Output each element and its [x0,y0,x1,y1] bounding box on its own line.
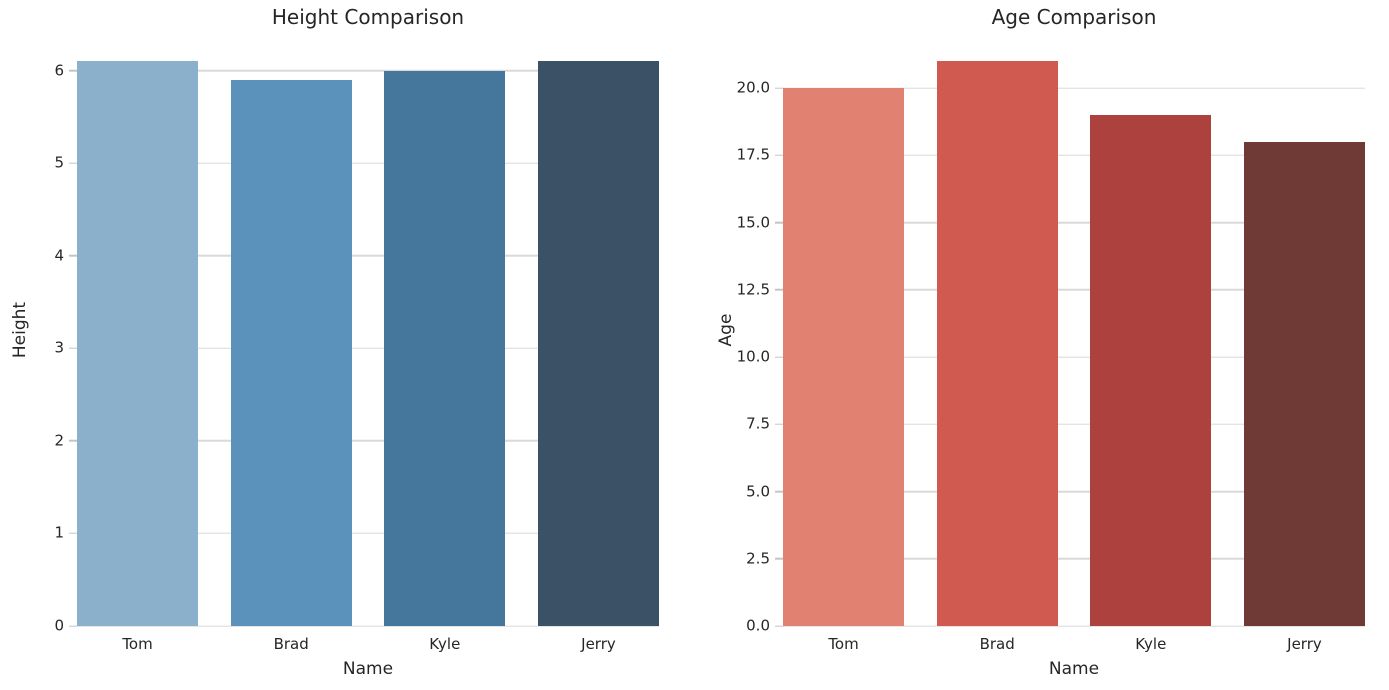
gridline [783,625,1365,627]
gridline [783,423,1365,426]
x-tick-label-jerry: Jerry [581,635,616,653]
x-tick-labels: Tom Brad Kyle Jerry [77,635,659,653]
gridline [77,347,659,349]
gridline [783,221,1365,224]
y-tick-mark [775,625,783,627]
y-tick-label: 4 [54,246,64,265]
x-tick-label-kyle: Kyle [1135,635,1167,653]
y-tick-mark [775,221,783,224]
y-tick-mark [69,347,77,349]
y-tick-mark [775,423,783,426]
gridline [783,490,1365,493]
x-tick-label-kyle: Kyle [429,635,461,653]
bar-tom [77,61,199,626]
y-tick-mark [775,154,783,157]
gridline [783,558,1365,560]
x-tick-label-brad: Brad [273,635,309,653]
y-tick-label: 2.5 [746,549,770,568]
y-tick-mark [69,162,77,164]
age-chart-plot-area: Age Comparison Age Name 0.0 2.5 5.0 7.5 10.0… [716,5,1365,679]
bar-kyle [1090,115,1212,626]
height-chart-plot-area: Height Comparison Height Name 0 1 2 3 4 5 6 Tom… [10,5,659,679]
y-tick-label: 12.5 [736,280,770,299]
gridline [783,87,1365,89]
chart-title: Age Comparison [991,5,1157,29]
x-tick-label-tom: Tom [828,635,859,653]
y-tick-label: 5 [54,153,64,172]
y-tick-label: 1 [54,523,64,542]
bars-group [77,33,659,626]
y-tick-mark [775,87,783,89]
gridline [783,356,1365,358]
y-tick-mark [775,356,783,358]
gridline [77,440,659,442]
x-axis-label: Name [342,659,394,679]
x-tick-label-jerry: Jerry [1287,635,1322,653]
chart-title: Height Comparison [271,5,465,29]
gridline [77,254,659,257]
y-tick-mark [775,289,783,291]
y-tick-label: 5.0 [746,482,770,501]
x-tick-label-brad: Brad [979,635,1015,653]
y-tick-label: 17.5 [736,145,770,164]
y-tick-mark [775,558,783,560]
y-tick-label: 10.0 [736,347,770,366]
x-tick-labels: Tom Brad Kyle Jerry [783,635,1365,653]
y-tick-label: 0 [54,616,64,635]
y-tick-mark [69,440,77,442]
gridline [77,625,659,627]
y-tick-mark [775,490,783,493]
gridline [77,532,659,535]
gridline [77,69,659,72]
y-tick-label: 7.5 [746,414,770,433]
y-tick-mark [69,254,77,257]
bar-brad [936,61,1058,626]
y-tick-label: 20.0 [736,78,770,97]
y-tick-label: 3 [54,338,64,357]
bar-kyle [384,70,506,626]
y-axis-label: Height [10,301,30,358]
bar-jerry [537,61,659,626]
y-tick-label: 15.0 [736,213,770,232]
gridline [783,154,1365,157]
y-tick-label: 2 [54,431,64,450]
bars-group [783,33,1365,626]
gridline [77,162,659,164]
bar-brad [230,79,352,626]
y-tick-mark [69,69,77,72]
bar-jerry [1243,141,1365,626]
y-tick-label: 6 [54,61,64,79]
y-tick-mark [69,625,77,627]
y-tick-label: 0.0 [746,616,770,635]
y-axis-label: Age [716,313,736,346]
bar-tom [783,88,905,626]
gridline [783,289,1365,291]
x-tick-label-tom: Tom [122,635,153,653]
y-tick-mark [69,532,77,535]
x-axis-label: Name [1048,659,1100,679]
